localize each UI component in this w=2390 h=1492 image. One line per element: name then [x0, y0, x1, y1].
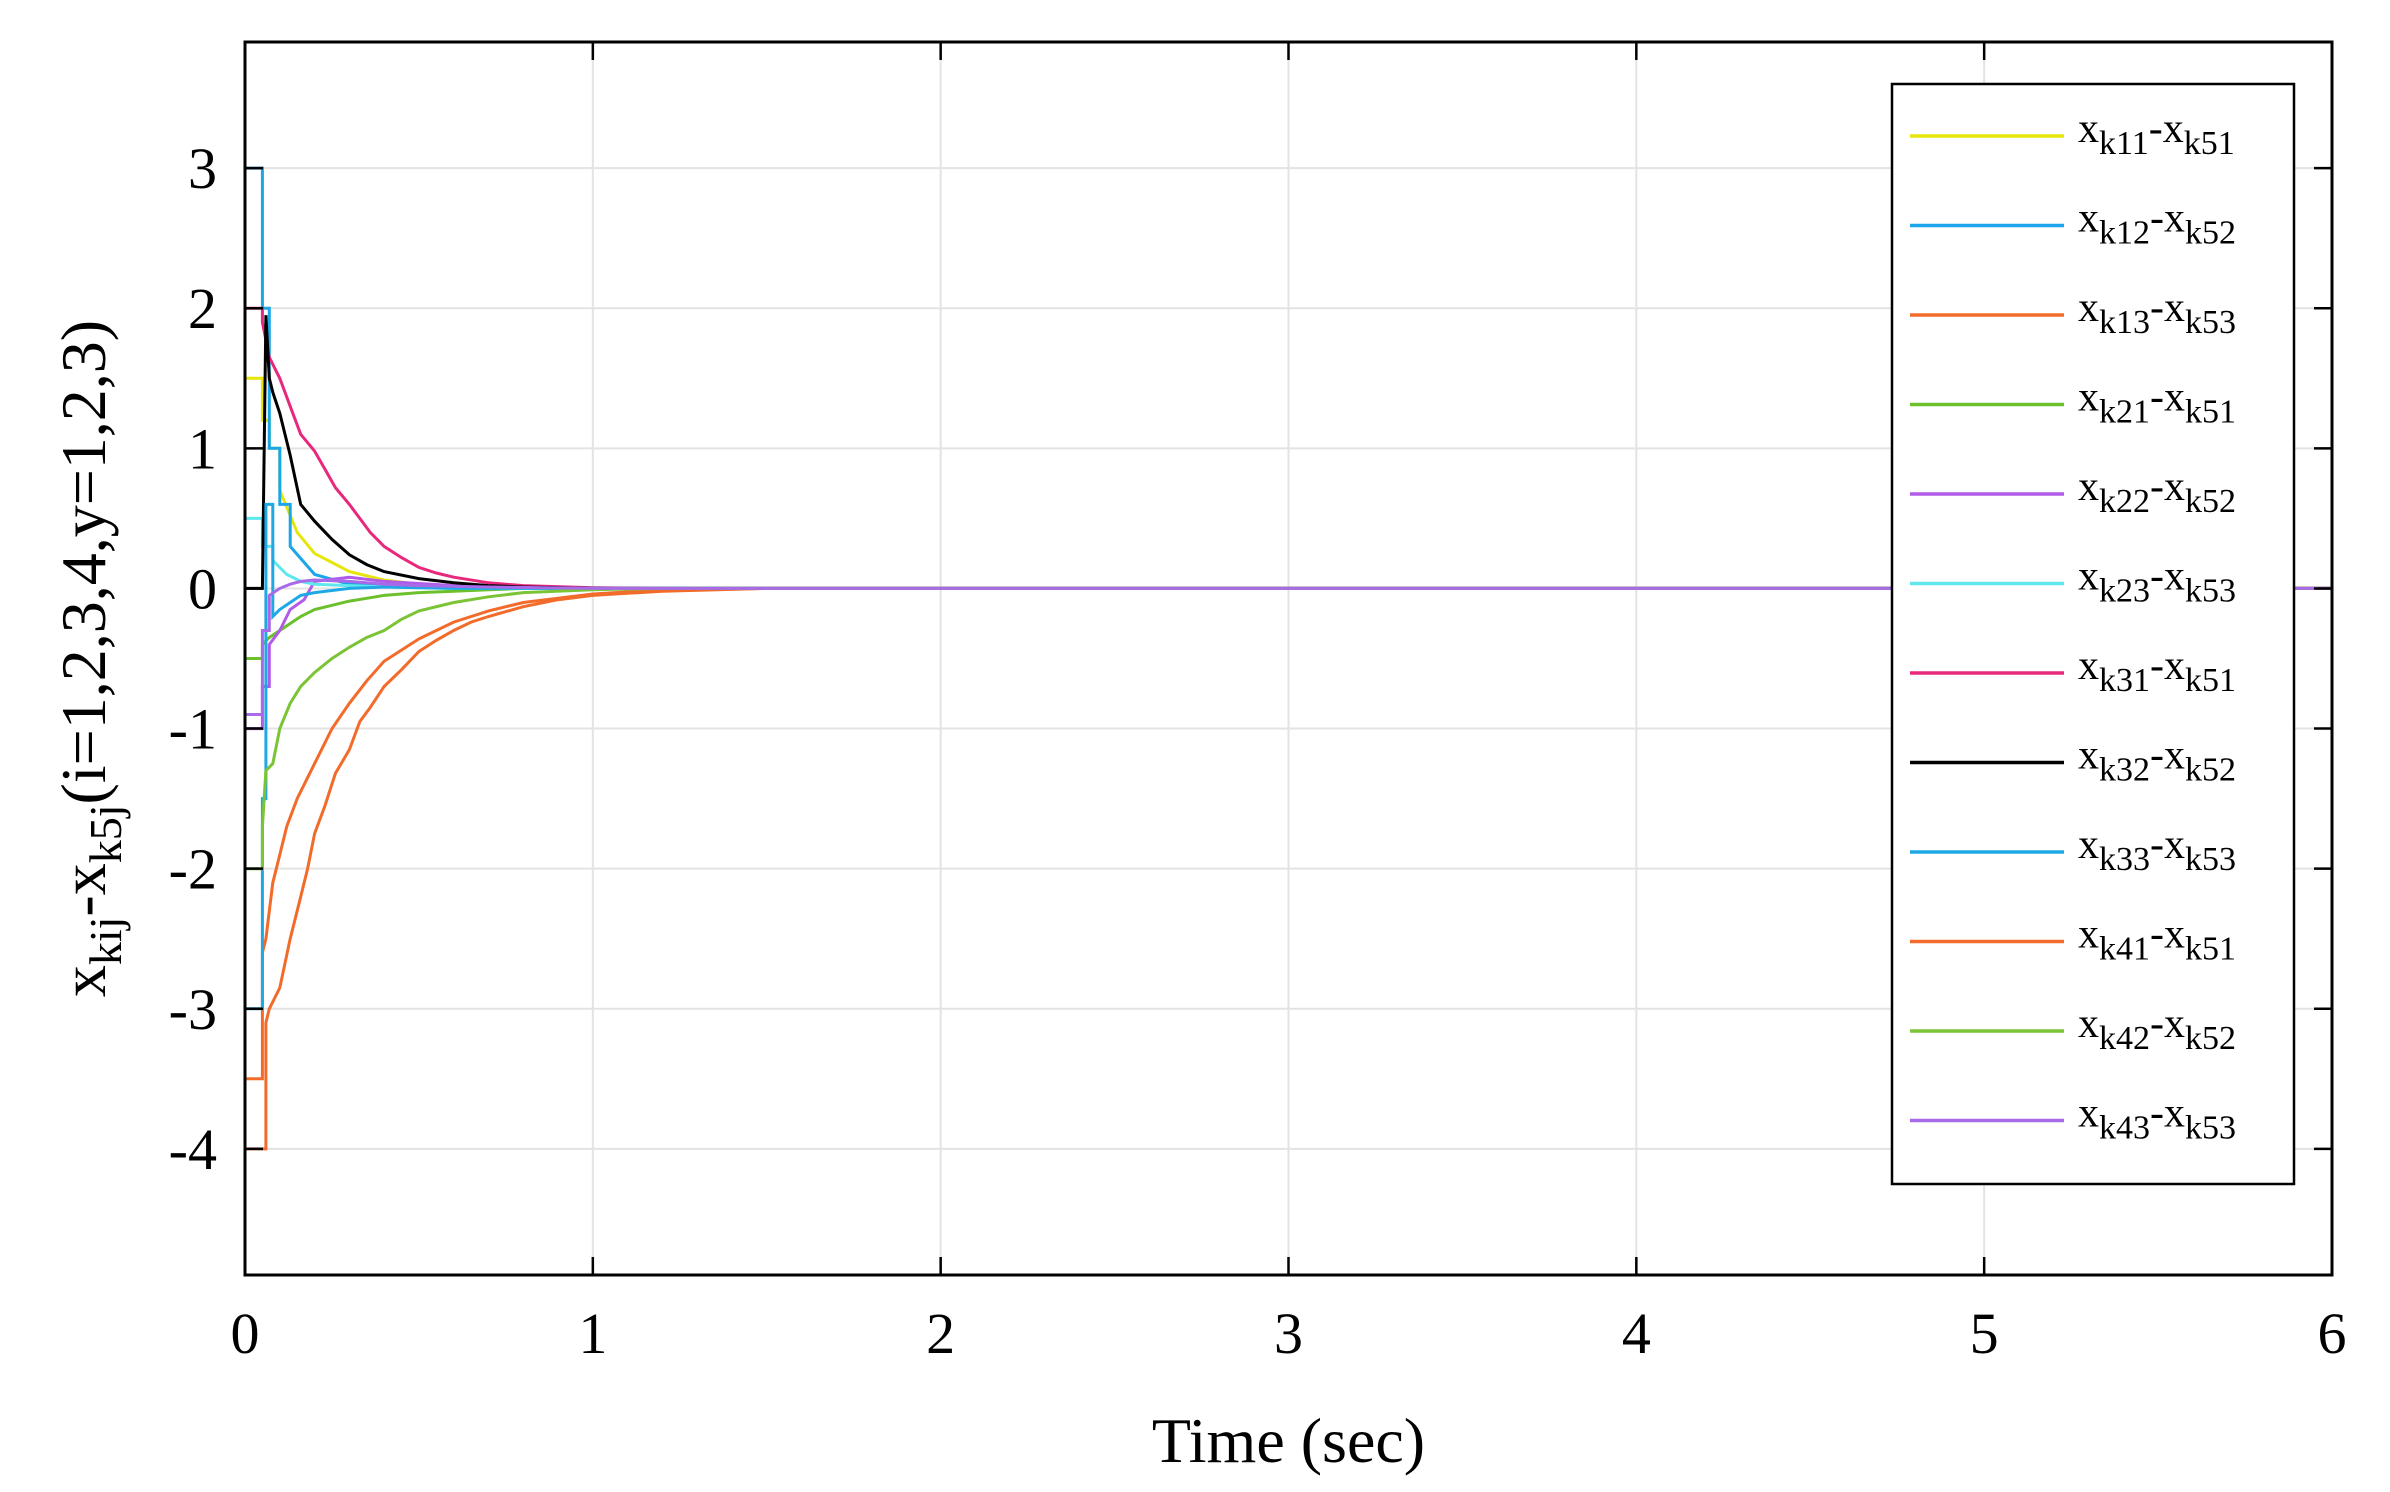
legend-sub2: k53: [2185, 573, 2236, 610]
legend-label-2: xk12-xk52: [2078, 196, 2236, 252]
legend-dash: -x: [2150, 285, 2185, 331]
legend-label-1: xk11-xk51: [2078, 106, 2235, 162]
legend-sub1: k42: [2099, 1020, 2150, 1057]
y-axis-tick-labels: 3 2 1 0 -1 -2 -3 -4: [169, 136, 217, 1182]
y-tick-label: 2: [188, 276, 217, 341]
legend-sub1: k21: [2099, 394, 2150, 431]
y-tick-label: -2: [169, 837, 217, 902]
y-axis-title: xkij-xk5j(i=1,2,3,4,y=1,2,3): [48, 320, 131, 997]
legend-label-9: xk33-xk53: [2078, 822, 2236, 878]
legend-var: x: [2078, 554, 2099, 600]
y-axis-title-sub2: k5j: [80, 804, 131, 863]
x-tick-label: 0: [231, 1301, 260, 1366]
legend-label-12: xk43-xk53: [2078, 1091, 2236, 1147]
legend-sub2: k51: [2185, 662, 2236, 699]
legend-sub2: k51: [2185, 931, 2236, 968]
legend-dash: -x: [2150, 643, 2185, 689]
legend-sub1: k43: [2099, 1110, 2150, 1147]
legend-var: x: [2078, 912, 2099, 958]
legend-label-4: xk21-xk51: [2078, 375, 2236, 431]
legend-sub1: k33: [2099, 841, 2150, 878]
legend: xk11-xk51xk12-xk52xk13-xk53xk21-xk51xk22…: [1890, 82, 2296, 1186]
legend-dash: -x: [2150, 822, 2185, 868]
legend-label-5: xk22-xk52: [2078, 464, 2236, 520]
y-tick-label: 1: [188, 416, 217, 481]
legend-sub1: k32: [2099, 752, 2150, 789]
x-tick-label: 1: [578, 1301, 607, 1366]
legend-var: x: [2078, 106, 2099, 152]
legend-var: x: [2078, 733, 2099, 779]
x-tick-label: 2: [926, 1301, 955, 1366]
legend-dash: -x: [2149, 106, 2184, 152]
legend-sub2: k53: [2185, 841, 2236, 878]
legend-dash: -x: [2150, 1001, 2185, 1047]
legend-var: x: [2078, 1001, 2099, 1047]
legend-dash: -x: [2150, 196, 2185, 242]
series-line-11: [245, 586, 2332, 871]
legend-var: x: [2078, 285, 2099, 331]
legend-sub2: k52: [2185, 752, 2236, 789]
legend-sub2: k52: [2185, 215, 2236, 252]
legend-var: x: [2078, 1091, 2099, 1137]
x-axis-title: Time (sec): [1152, 1405, 1425, 1476]
legend-sub1: k11: [2099, 125, 2149, 162]
y-axis-title-var: x: [48, 965, 119, 997]
legend-box: [1890, 82, 2296, 1186]
y-tick-label: -1: [169, 697, 217, 762]
legend-sub2: k53: [2185, 1110, 2236, 1147]
legend-dash: -x: [2150, 912, 2185, 958]
legend-var: x: [2078, 822, 2099, 868]
series-line-7: [245, 306, 2332, 590]
x-tick-label: 4: [1622, 1301, 1651, 1366]
legend-sub2: k52: [2185, 483, 2236, 520]
legend-dash: -x: [2150, 464, 2185, 510]
legend-sub2: k53: [2185, 304, 2236, 341]
legend-sub2: k51: [2185, 394, 2236, 431]
y-axis-title-rest: (i=1,2,3,4,y=1,2,3): [48, 320, 119, 805]
y-axis-title-sub1: kij: [80, 917, 131, 966]
x-tick-label: 3: [1274, 1301, 1303, 1366]
legend-label-3: xk13-xk53: [2078, 285, 2236, 341]
legend-sub1: k23: [2099, 573, 2150, 610]
x-axis-tick-labels: 0 1 2 3 4 5 6: [231, 1301, 2347, 1366]
series-line-10: [245, 586, 2332, 1151]
legend-var: x: [2078, 375, 2099, 421]
legend-dash: -x: [2150, 375, 2185, 421]
x-tick-label: 6: [2318, 1301, 2347, 1366]
y-tick-label: -4: [169, 1117, 217, 1182]
legend-var: x: [2078, 196, 2099, 242]
legend-var: x: [2078, 643, 2099, 689]
legend-label-6: xk23-xk53: [2078, 554, 2236, 610]
legend-var: x: [2078, 464, 2099, 510]
legend-label-7: xk31-xk51: [2078, 643, 2236, 699]
y-axis-title-dash: -x: [48, 863, 119, 916]
legend-sub1: k13: [2099, 304, 2150, 341]
series-line-12: [245, 578, 2332, 716]
axis-ticks: [243, 42, 2334, 1275]
legend-dash: -x: [2150, 1091, 2185, 1137]
legend-sub2: k51: [2184, 125, 2235, 162]
y-tick-label: 3: [188, 136, 217, 201]
legend-sub1: k12: [2099, 215, 2150, 252]
legend-dash: -x: [2150, 554, 2185, 600]
plot-area: [245, 166, 2332, 1151]
legend-sub2: k52: [2185, 1020, 2236, 1057]
legend-label-8: xk32-xk52: [2078, 733, 2236, 789]
y-tick-label: -3: [169, 977, 217, 1042]
legend-sub1: k22: [2099, 483, 2150, 520]
legend-sub1: k41: [2099, 931, 2150, 968]
legend-label-11: xk42-xk52: [2078, 1001, 2236, 1057]
legend-label-10: xk41-xk51: [2078, 912, 2236, 968]
legend-dash: -x: [2150, 733, 2185, 779]
y-tick-label: 0: [188, 556, 217, 621]
legend-sub1: k31: [2099, 662, 2150, 699]
x-tick-label: 5: [1970, 1301, 1999, 1366]
